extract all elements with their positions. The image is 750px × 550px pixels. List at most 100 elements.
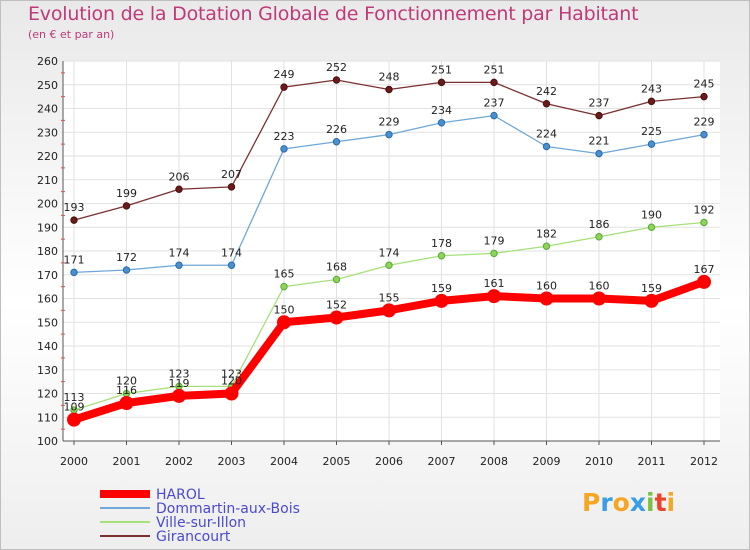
x-tick-label: 2004 xyxy=(270,455,298,468)
data-label-ville-sur-illon: 113 xyxy=(64,391,85,404)
y-tick-label: 210 xyxy=(37,174,58,187)
proxiti-logo: Proxiti xyxy=(582,488,675,517)
data-label-harol: 159 xyxy=(641,282,662,295)
data-point-dommartin-aux-bois xyxy=(595,149,603,158)
y-tick-label: 190 xyxy=(37,221,58,234)
data-label-ville-sur-illon: 123 xyxy=(169,367,190,380)
data-label-girancourt: 252 xyxy=(326,61,347,74)
data-label-girancourt: 206 xyxy=(169,170,190,183)
data-label-girancourt: 199 xyxy=(116,187,137,200)
data-point-harol xyxy=(172,388,186,403)
data-label-harol: 109 xyxy=(64,401,85,414)
data-label-ville-sur-illon: 123 xyxy=(221,367,242,380)
data-point-girancourt xyxy=(647,97,656,106)
data-label-girancourt: 242 xyxy=(536,85,557,98)
x-tick-label: 2007 xyxy=(428,455,456,468)
data-point-dommartin-aux-bois xyxy=(70,268,78,277)
data-point-harol xyxy=(119,396,134,410)
y-tick-label: 160 xyxy=(37,293,58,306)
y-tick-label: 130 xyxy=(37,364,58,377)
data-label-ville-sur-illon: 192 xyxy=(694,204,715,217)
data-label-harol: 159 xyxy=(431,282,452,295)
x-tick-label: 2008 xyxy=(480,455,508,468)
data-label-girancourt: 243 xyxy=(641,82,662,95)
data-label-girancourt: 245 xyxy=(694,78,715,91)
data-label-girancourt: 251 xyxy=(431,63,452,76)
y-tick-label: 250 xyxy=(37,79,58,92)
data-point-dommartin-aux-bois xyxy=(385,130,393,139)
data-point-ville-sur-illon xyxy=(437,252,446,260)
data-label-harol: 160 xyxy=(536,280,557,293)
data-point-girancourt xyxy=(175,185,183,193)
data-label-girancourt: 248 xyxy=(379,71,400,84)
data-point-ville-sur-illon xyxy=(490,249,498,258)
data-label-girancourt: 207 xyxy=(221,168,242,181)
data-point-harol xyxy=(277,315,291,330)
data-label-dommartin-aux-bois: 174 xyxy=(221,246,242,259)
data-label-dommartin-aux-bois: 234 xyxy=(431,104,452,117)
data-point-girancourt xyxy=(542,100,551,108)
x-tick-label: 2001 xyxy=(113,455,141,468)
data-point-dommartin-aux-bois xyxy=(175,261,183,269)
data-label-harol: 116 xyxy=(116,384,137,397)
data-label-girancourt: 249 xyxy=(274,68,295,81)
data-label-dommartin-aux-bois: 172 xyxy=(116,251,137,264)
data-point-harol xyxy=(67,412,81,427)
logo-letter: r xyxy=(600,488,613,517)
data-point-harol xyxy=(382,303,396,318)
logo-letter: x xyxy=(629,488,646,517)
data-label-girancourt: 237 xyxy=(589,97,610,110)
data-label-harol: 160 xyxy=(589,280,610,293)
data-point-girancourt xyxy=(700,92,708,101)
data-label-dommartin-aux-bois: 221 xyxy=(589,135,610,148)
data-label-harol: 120 xyxy=(221,375,242,388)
data-label-harol: 161 xyxy=(484,277,505,290)
x-tick-label: 2009 xyxy=(533,455,561,468)
data-point-harol xyxy=(697,274,711,289)
y-tick-label: 140 xyxy=(37,340,58,353)
data-point-ville-sur-illon xyxy=(385,261,393,269)
data-point-ville-sur-illon xyxy=(647,223,656,231)
legend-label: HAROL xyxy=(156,487,205,503)
x-tick-label: 2002 xyxy=(165,455,193,468)
logo-letter: i xyxy=(666,488,676,517)
logo-letter: o xyxy=(612,488,630,517)
data-point-harol xyxy=(329,310,344,325)
chart-subtitle: (en € et par an) xyxy=(28,28,115,41)
data-label-harol: 150 xyxy=(274,303,295,316)
x-tick-label: 2010 xyxy=(585,455,613,468)
chart-title: Evolution de la Dotation Globale de Fonc… xyxy=(28,3,639,25)
data-point-harol xyxy=(592,291,606,306)
data-point-girancourt xyxy=(280,83,288,91)
data-point-harol xyxy=(644,293,659,308)
legend-label: Dommartin-aux-Bois xyxy=(156,501,300,517)
data-point-harol xyxy=(224,386,239,401)
x-tick-label: 2011 xyxy=(638,455,666,468)
y-tick-label: 240 xyxy=(37,103,58,116)
data-point-dommartin-aux-bois xyxy=(437,119,446,127)
data-point-harol xyxy=(487,289,501,304)
data-label-dommartin-aux-bois: 224 xyxy=(536,128,557,141)
data-label-girancourt: 193 xyxy=(64,201,85,214)
data-point-ville-sur-illon xyxy=(595,233,603,241)
data-point-girancourt xyxy=(490,78,498,87)
data-point-harol xyxy=(434,293,449,308)
data-label-dommartin-aux-bois: 229 xyxy=(694,116,715,129)
data-label-dommartin-aux-bois: 223 xyxy=(274,130,295,143)
data-label-dommartin-aux-bois: 225 xyxy=(641,125,662,138)
logo-letter: i xyxy=(646,488,655,517)
y-tick-label: 200 xyxy=(37,198,58,211)
data-point-dommartin-aux-bois xyxy=(647,140,656,148)
data-label-dommartin-aux-bois: 229 xyxy=(379,116,400,129)
data-label-harol: 155 xyxy=(379,291,400,304)
legend-label: Girancourt xyxy=(156,529,231,545)
data-label-ville-sur-illon: 120 xyxy=(116,375,137,388)
data-label-dommartin-aux-bois: 226 xyxy=(326,123,347,136)
y-tick-label: 180 xyxy=(37,245,58,258)
data-point-dommartin-aux-bois xyxy=(490,111,498,120)
y-tick-label: 150 xyxy=(37,316,58,329)
legend-label: Ville-sur-Illon xyxy=(156,515,246,531)
data-point-girancourt xyxy=(437,78,446,87)
data-point-ville-sur-illon xyxy=(542,242,551,250)
